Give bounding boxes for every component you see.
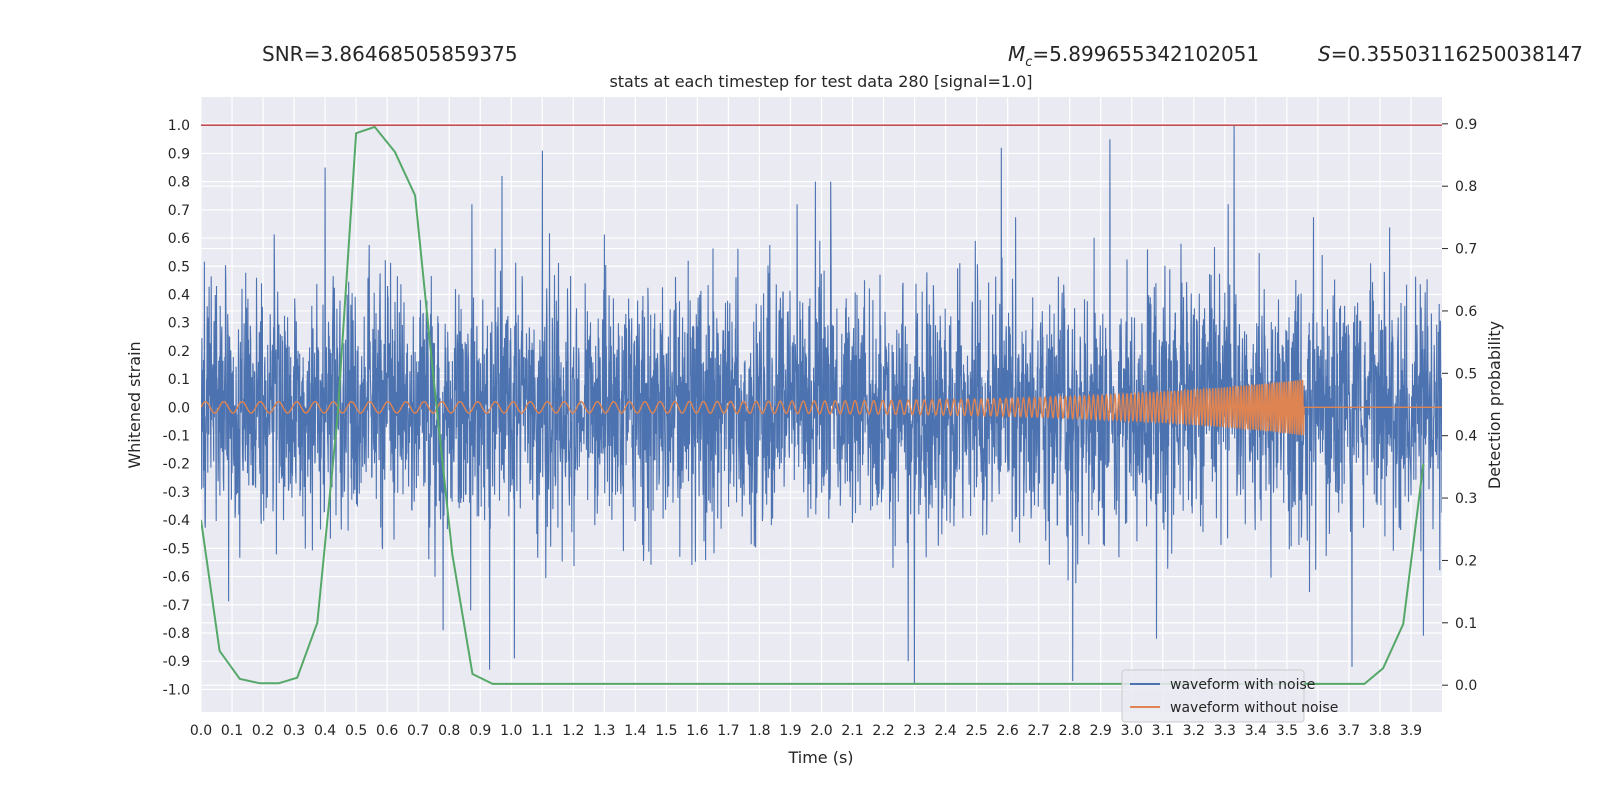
x-tick-label: 3.9 [1400,723,1422,739]
y-tick-label: 0.9 [168,146,190,162]
x-tick-label: 1.8 [748,723,770,739]
y2-tick-label: 0.3 [1455,491,1477,507]
chart-title: stats at each timestep for test data 280… [609,72,1032,91]
legend: waveform with noise waveform without noi… [1121,669,1338,723]
y-tick-label: -1.0 [163,682,190,698]
x-tick-label: 1.1 [531,723,553,739]
x-tick-label: 2.7 [1028,723,1050,739]
y2-tick-label: 0.7 [1455,242,1477,258]
x-tick-label: 2.4 [934,723,956,739]
x-tick-label: 0.8 [438,723,460,739]
x-tick-label: 3.2 [1183,723,1205,739]
waveform-without-noise-line [201,378,1442,436]
y-tick-label: -0.2 [163,457,190,473]
y-tick-label: 0.6 [168,231,190,247]
detection-probability-line [201,125,1425,685]
x-tick-label: 0.2 [252,723,274,739]
x-tick-label: 3.8 [1369,723,1391,739]
x-tick-label: 2.9 [1090,723,1112,739]
x-tick-label: 0.0 [190,723,212,739]
x-tick-label: 1.6 [686,723,708,739]
y-tick-label: 1.0 [168,118,190,134]
y-tick-label: 0.1 [168,372,190,388]
y-tick-label: -0.7 [163,598,190,614]
x-tick-label: 3.6 [1307,723,1329,739]
x-tick-label: 2.1 [841,723,863,739]
y-tick-label: -0.3 [163,485,190,501]
y2-tick-label: 0.9 [1455,117,1477,133]
y2-tick-label: 0.0 [1455,678,1477,694]
x-tick-label: 2.3 [903,723,925,739]
y2-tick-label: 0.1 [1455,616,1477,632]
y2-tick-label: 0.6 [1455,304,1477,320]
x-axis-label: Time (s) [787,748,853,767]
x-tick-label: 0.5 [345,723,367,739]
y-tick-label: 0.8 [168,175,190,191]
x-tick-label: 0.9 [469,723,491,739]
y-tick-label: -0.8 [163,626,190,642]
x-tick-label: 2.6 [997,723,1019,739]
x-tick-label: 0.4 [314,723,336,739]
y2-tick-label: 0.8 [1455,179,1477,195]
y2-tick-label: 0.4 [1455,429,1477,445]
spin-readout: S=0.35503116250038147 [1318,42,1583,66]
x-tick-label: 0.6 [376,723,398,739]
x-tick-label: 2.8 [1059,723,1081,739]
x-tick-label: 1.0 [500,723,522,739]
y2-axis-label: Detection probability [1485,321,1504,489]
x-tick-label: 0.1 [221,723,243,739]
x-tick-label: 3.3 [1214,723,1236,739]
x-tick-label: 3.7 [1338,723,1360,739]
waveform-with-noise-line [201,125,1442,684]
y-tick-label: 0.5 [168,259,190,275]
x-tick-label: 3.5 [1276,723,1298,739]
x-tick-label: 3.4 [1245,723,1267,739]
x-tick-label: 1.9 [779,723,801,739]
y-axis-label: Whitened strain [125,341,144,468]
snr-readout: SNR=3.86468505859375 [262,42,518,66]
y-tick-label: 0.4 [168,287,190,303]
y2-tick-label: 0.5 [1455,366,1477,382]
x-tick-label: 1.3 [593,723,615,739]
y-tick-label: 0.3 [168,316,190,332]
x-tick-label: 1.4 [624,723,646,739]
x-tick-label: 0.3 [283,723,305,739]
y-tick-label: -0.5 [163,541,190,557]
x-tick-label: 1.7 [717,723,739,739]
y-tick-label: 0.2 [168,344,190,360]
legend-label-noisy: waveform with noise [1170,677,1315,693]
x-tick-label: 2.0 [810,723,832,739]
y-tick-label: 0.0 [168,400,190,416]
chirp-mass-readout: Mc=5.899655342102051 [1008,42,1260,70]
y-tick-label: -0.9 [163,654,190,670]
y-tick-label: 0.7 [168,203,190,219]
x-tick-label: 1.5 [655,723,677,739]
x-tick-label: 3.0 [1121,723,1143,739]
y-tick-label: -0.4 [163,513,190,529]
y-tick-label: -0.6 [163,570,190,586]
x-tick-label: 3.1 [1152,723,1174,739]
y-tick-label: -0.1 [163,429,190,445]
x-tick-label: 1.2 [562,723,584,739]
x-tick-label: 0.7 [407,723,429,739]
x-tick-label: 2.5 [965,723,987,739]
legend-label-clean: waveform without noise [1170,700,1338,716]
x-tick-label: 2.2 [872,723,894,739]
y2-tick-label: 0.2 [1455,553,1477,569]
